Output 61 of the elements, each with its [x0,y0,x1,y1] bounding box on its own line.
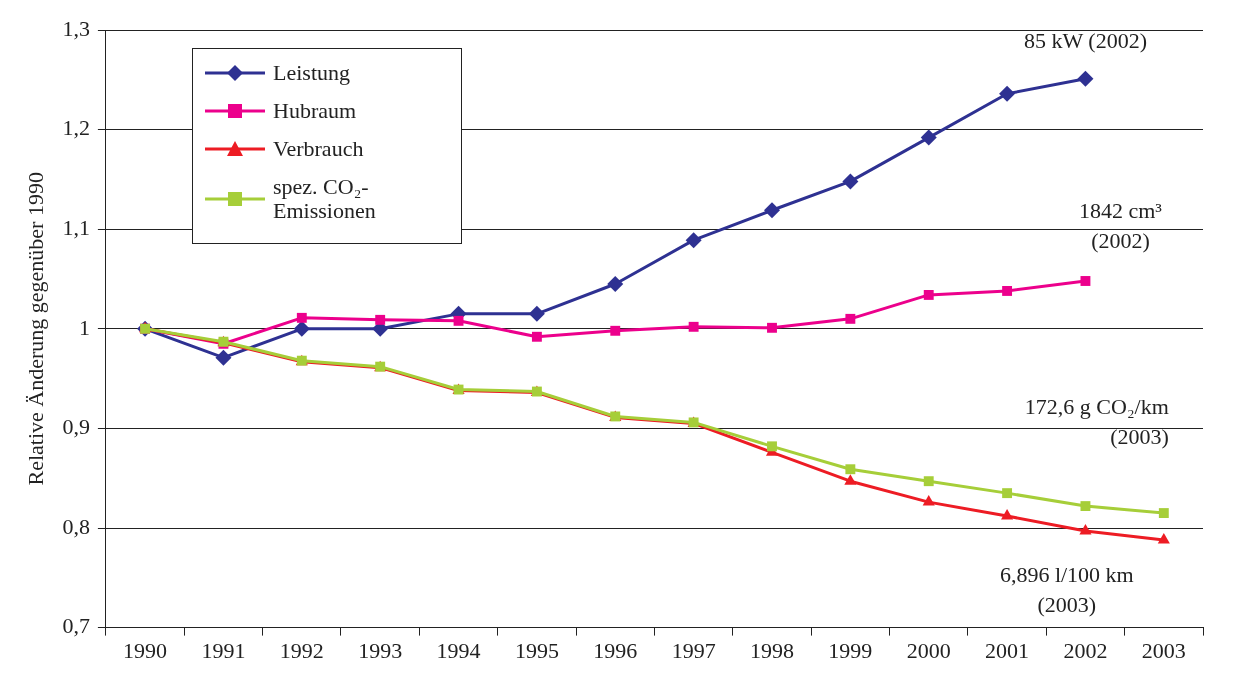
x-tick-label: 1993 [358,637,403,663]
point [999,85,1016,102]
point [767,322,777,333]
point [923,476,934,487]
point [1001,509,1014,520]
point [920,129,937,146]
annotation: 85 kW (2002) [1023,27,1147,53]
legend-label: Hubraum [273,98,357,123]
legend-label: Verbrauch [273,136,364,161]
point [528,305,545,322]
x-tick-label: 1990 [123,637,168,663]
legend-label: spez. CO₂-Emissionen [273,174,377,223]
x-tick-label: 1996 [593,637,638,663]
x-tick-label: 2000 [906,637,951,663]
x-tick-label: 2001 [985,637,1030,663]
point [610,325,621,336]
y-tick-label: 1,1 [62,214,90,240]
point [215,349,232,366]
annotation: 6,896 l/100 km (2003) [999,561,1134,617]
point [1080,501,1091,512]
point [1002,488,1013,499]
point [845,313,856,324]
y-axis-title: Relative Änderung gegenüber 1990 [22,172,48,486]
point [845,464,856,475]
legend-label: Leistung [273,60,350,85]
point [842,173,859,190]
x-tick-label: 1997 [671,637,716,663]
point [1080,276,1091,286]
y-tick-label: 1,2 [62,115,90,141]
point [296,312,307,323]
x-tick-label: 1999 [828,637,873,663]
y-tick-label: 0,7 [62,613,90,639]
point [531,331,542,342]
x-tick-label: 1994 [436,637,481,663]
point [1077,70,1094,87]
point [922,495,935,506]
x-tick-label: 1998 [750,637,794,663]
point [293,320,310,337]
point [453,315,464,326]
y-tick-label: 1 [78,314,90,340]
x-tick-label: 1991 [201,637,246,663]
y-tick-label: 0,9 [62,414,90,440]
point [688,321,699,332]
point [1158,508,1169,519]
point [764,202,780,219]
x-tick-label: 2002 [1063,637,1108,663]
annotation: 172,6 g CO₂/km (2003) [1024,393,1169,449]
point [923,289,934,300]
y-tick-label: 0,8 [62,513,90,539]
y-tick-label: 1,3 [62,15,90,41]
x-tick-label: 1992 [279,637,324,663]
point [844,474,857,485]
point [607,275,624,292]
point [685,232,702,249]
point [1002,286,1013,296]
point [767,441,777,452]
x-tick-label: 1995 [514,637,559,663]
x-tick-label: 2003 [1141,637,1186,663]
annotation: 1842 cm³ (2002) [1078,197,1163,253]
point [1157,532,1170,544]
point [375,314,386,325]
